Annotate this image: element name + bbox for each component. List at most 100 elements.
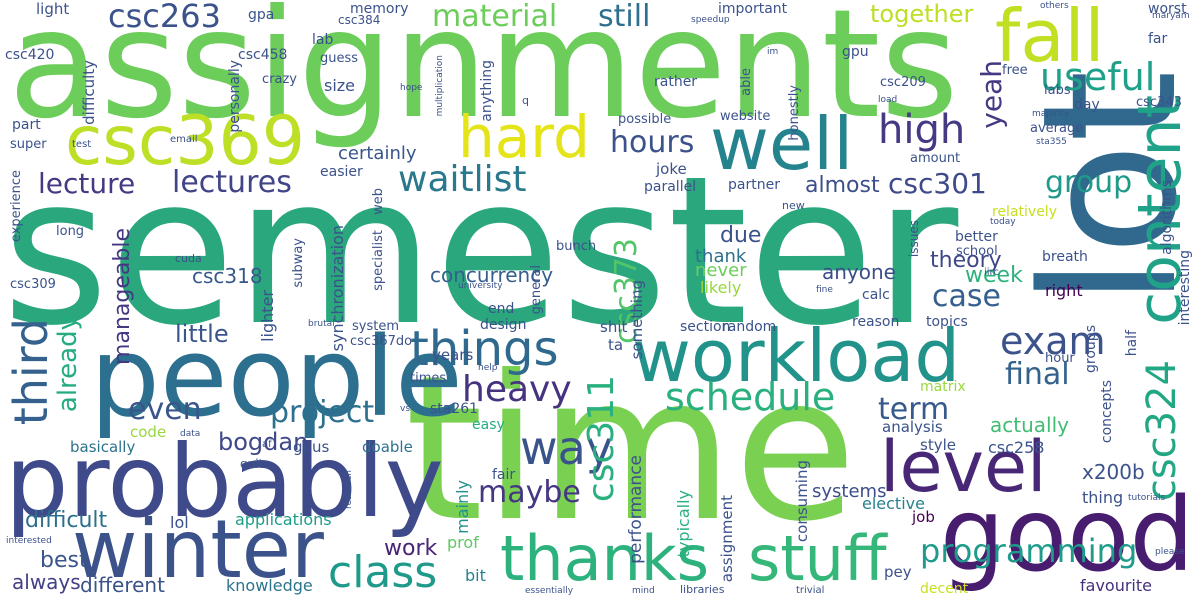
word-half: half [1124,330,1140,357]
word-gpus: gpus [293,438,330,456]
word-topics: topics [926,314,968,330]
word-q: q [522,94,529,107]
word-important: important [718,1,788,17]
word-anyone: anyone [822,260,896,284]
word-bit: bit [465,566,486,585]
word-website: website [720,109,771,124]
word-right: right [1045,281,1083,300]
word-together: together [870,0,974,28]
word-far: far [1148,31,1168,47]
word-csc209: csc209 [880,75,926,90]
word-fine: fine [816,285,833,295]
word-week: week [965,263,1023,288]
word-thank: thank [695,246,747,267]
word-amount: amount [910,151,961,166]
word-possible: possible [618,112,672,127]
word-anything: anything [479,60,495,122]
word-hard: hard [458,103,590,171]
word-mainly: mainly [453,480,472,534]
word-easier: easier [320,164,363,180]
word-cuda: cuda [175,252,202,265]
word-sta355: sta355 [1036,137,1067,147]
word-material: material [432,0,558,34]
word-af: af [262,439,272,450]
word-hour: hour [1045,351,1075,366]
word-group: group [1045,165,1133,200]
word-decent: decent [920,581,969,597]
word-synchronization: synchronization [328,225,347,352]
word-style: style [920,436,956,454]
word-applications: applications [235,510,332,529]
word-favourite: favourite [1080,576,1152,595]
word-csc420: csc420 [5,47,55,63]
word-school: school [956,244,998,259]
word-knowledge: knowledge [226,576,313,595]
word-concepts: concepts [1099,380,1115,444]
word-lighter: lighter [258,290,277,342]
word-theory: theory [930,248,1002,273]
word-winter: winter [72,503,324,596]
word-certainly: certainly [338,143,417,164]
word-email: email [170,134,198,145]
word-groups: groups [1083,325,1099,373]
word-load: load [878,95,898,105]
word-matrix: matrix [920,379,966,395]
word-useful: useful [1040,55,1156,99]
word-day: day [1074,97,1100,113]
word-csc343: csc343 [1136,95,1182,110]
word-quite: quite [240,457,271,471]
word-tutorials: tutorials [1128,493,1166,503]
word-ta: ta [608,336,624,354]
word-partner: partner [728,177,780,193]
word-super: super [10,137,47,152]
word-mind: mind [632,586,655,596]
word-multiplication: multiplication [435,55,445,117]
word-probably: probably [5,423,444,540]
word-long: long [56,224,85,239]
word-easy: easy [472,417,505,433]
word-little: little [175,320,229,348]
word-design: design [480,317,527,333]
word-csc369: csc369 [65,102,305,181]
word-pey: pey [884,563,912,581]
word-assignments: assignments [8,0,959,152]
word-im: im [767,47,779,57]
word-size: size [324,76,356,95]
word-still: still [598,0,651,34]
word-term: term [878,392,950,427]
word-maryam: maryam [1152,11,1190,21]
word-things: things [410,321,559,377]
word-project: project [270,395,375,430]
word-memory: memory [350,1,409,17]
word-semester: semester [2,133,959,371]
word-csc263: csc263 [108,0,221,35]
word-worst: worst [1148,1,1187,17]
word-parallel: parallel [644,179,697,195]
word-doable: doable [362,438,413,456]
word-exam: exam [1000,319,1106,363]
word-essentially: essentially [525,586,574,596]
word-level: level [880,426,1047,508]
word-section: section [680,319,731,335]
word-calc: calc [862,287,890,303]
word-thanks: thanks [500,522,710,595]
word-consuming: consuming [793,460,811,543]
word-csc318: csc318 [192,264,263,288]
word-fall: fall [995,0,1105,78]
word-able: able [739,68,754,96]
word-people: people [90,313,463,441]
word-job: job [912,508,935,526]
word-work: work [384,536,438,561]
word-hope: hope [400,83,423,93]
word-code: code [130,423,167,441]
word-difficulty: difficulty [80,60,98,125]
word-x200b: x200b [1082,460,1145,484]
word-actually: actually [990,413,1069,437]
word-trivial: trivial [796,585,825,596]
word-different: different [80,573,165,597]
word-specialist: specialist [371,230,386,291]
word-difficult: difficult [25,508,108,533]
word-always: always [12,570,81,594]
word-csc301: csc301 [888,167,987,200]
